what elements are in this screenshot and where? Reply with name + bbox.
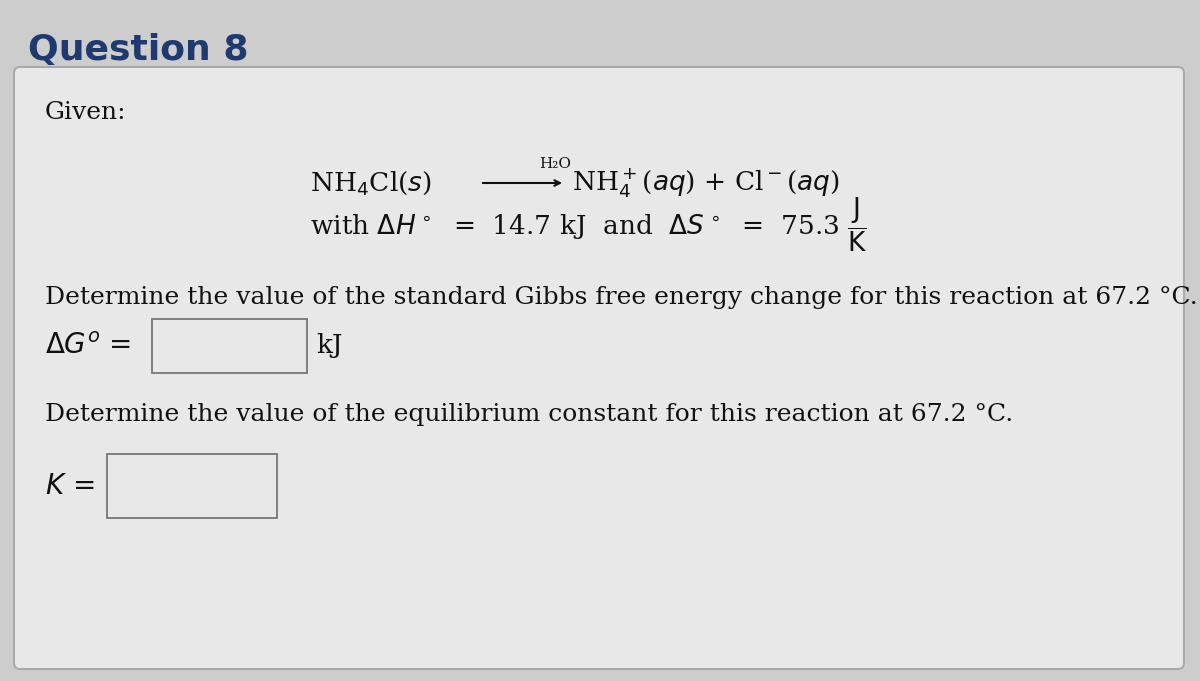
Text: Given:: Given: bbox=[46, 101, 127, 124]
Text: Determine the value of the equilibrium constant for this reaction at 67.2 °C.: Determine the value of the equilibrium c… bbox=[46, 403, 1013, 426]
FancyBboxPatch shape bbox=[14, 67, 1184, 669]
FancyBboxPatch shape bbox=[152, 319, 307, 373]
FancyBboxPatch shape bbox=[107, 454, 277, 518]
Text: NH$_4$Cl($s$): NH$_4$Cl($s$) bbox=[310, 169, 432, 197]
Text: NH$_4^+$($aq$) + Cl$^-$($aq$): NH$_4^+$($aq$) + Cl$^-$($aq$) bbox=[572, 166, 840, 200]
Text: Determine the value of the standard Gibbs free energy change for this reaction a: Determine the value of the standard Gibb… bbox=[46, 286, 1198, 309]
Text: Question 8: Question 8 bbox=[28, 33, 248, 67]
Text: H₂O: H₂O bbox=[539, 157, 571, 171]
Text: with $\Delta H^\circ$  =  14.7 kJ  and  $\Delta S^\circ$  =  75.3 $\dfrac{\mathr: with $\Delta H^\circ$ = 14.7 kJ and $\De… bbox=[310, 196, 868, 254]
Text: kJ: kJ bbox=[316, 334, 342, 358]
Text: $K$ =: $K$ = bbox=[46, 473, 95, 499]
Text: $\Delta G^o$ =: $\Delta G^o$ = bbox=[46, 332, 131, 360]
